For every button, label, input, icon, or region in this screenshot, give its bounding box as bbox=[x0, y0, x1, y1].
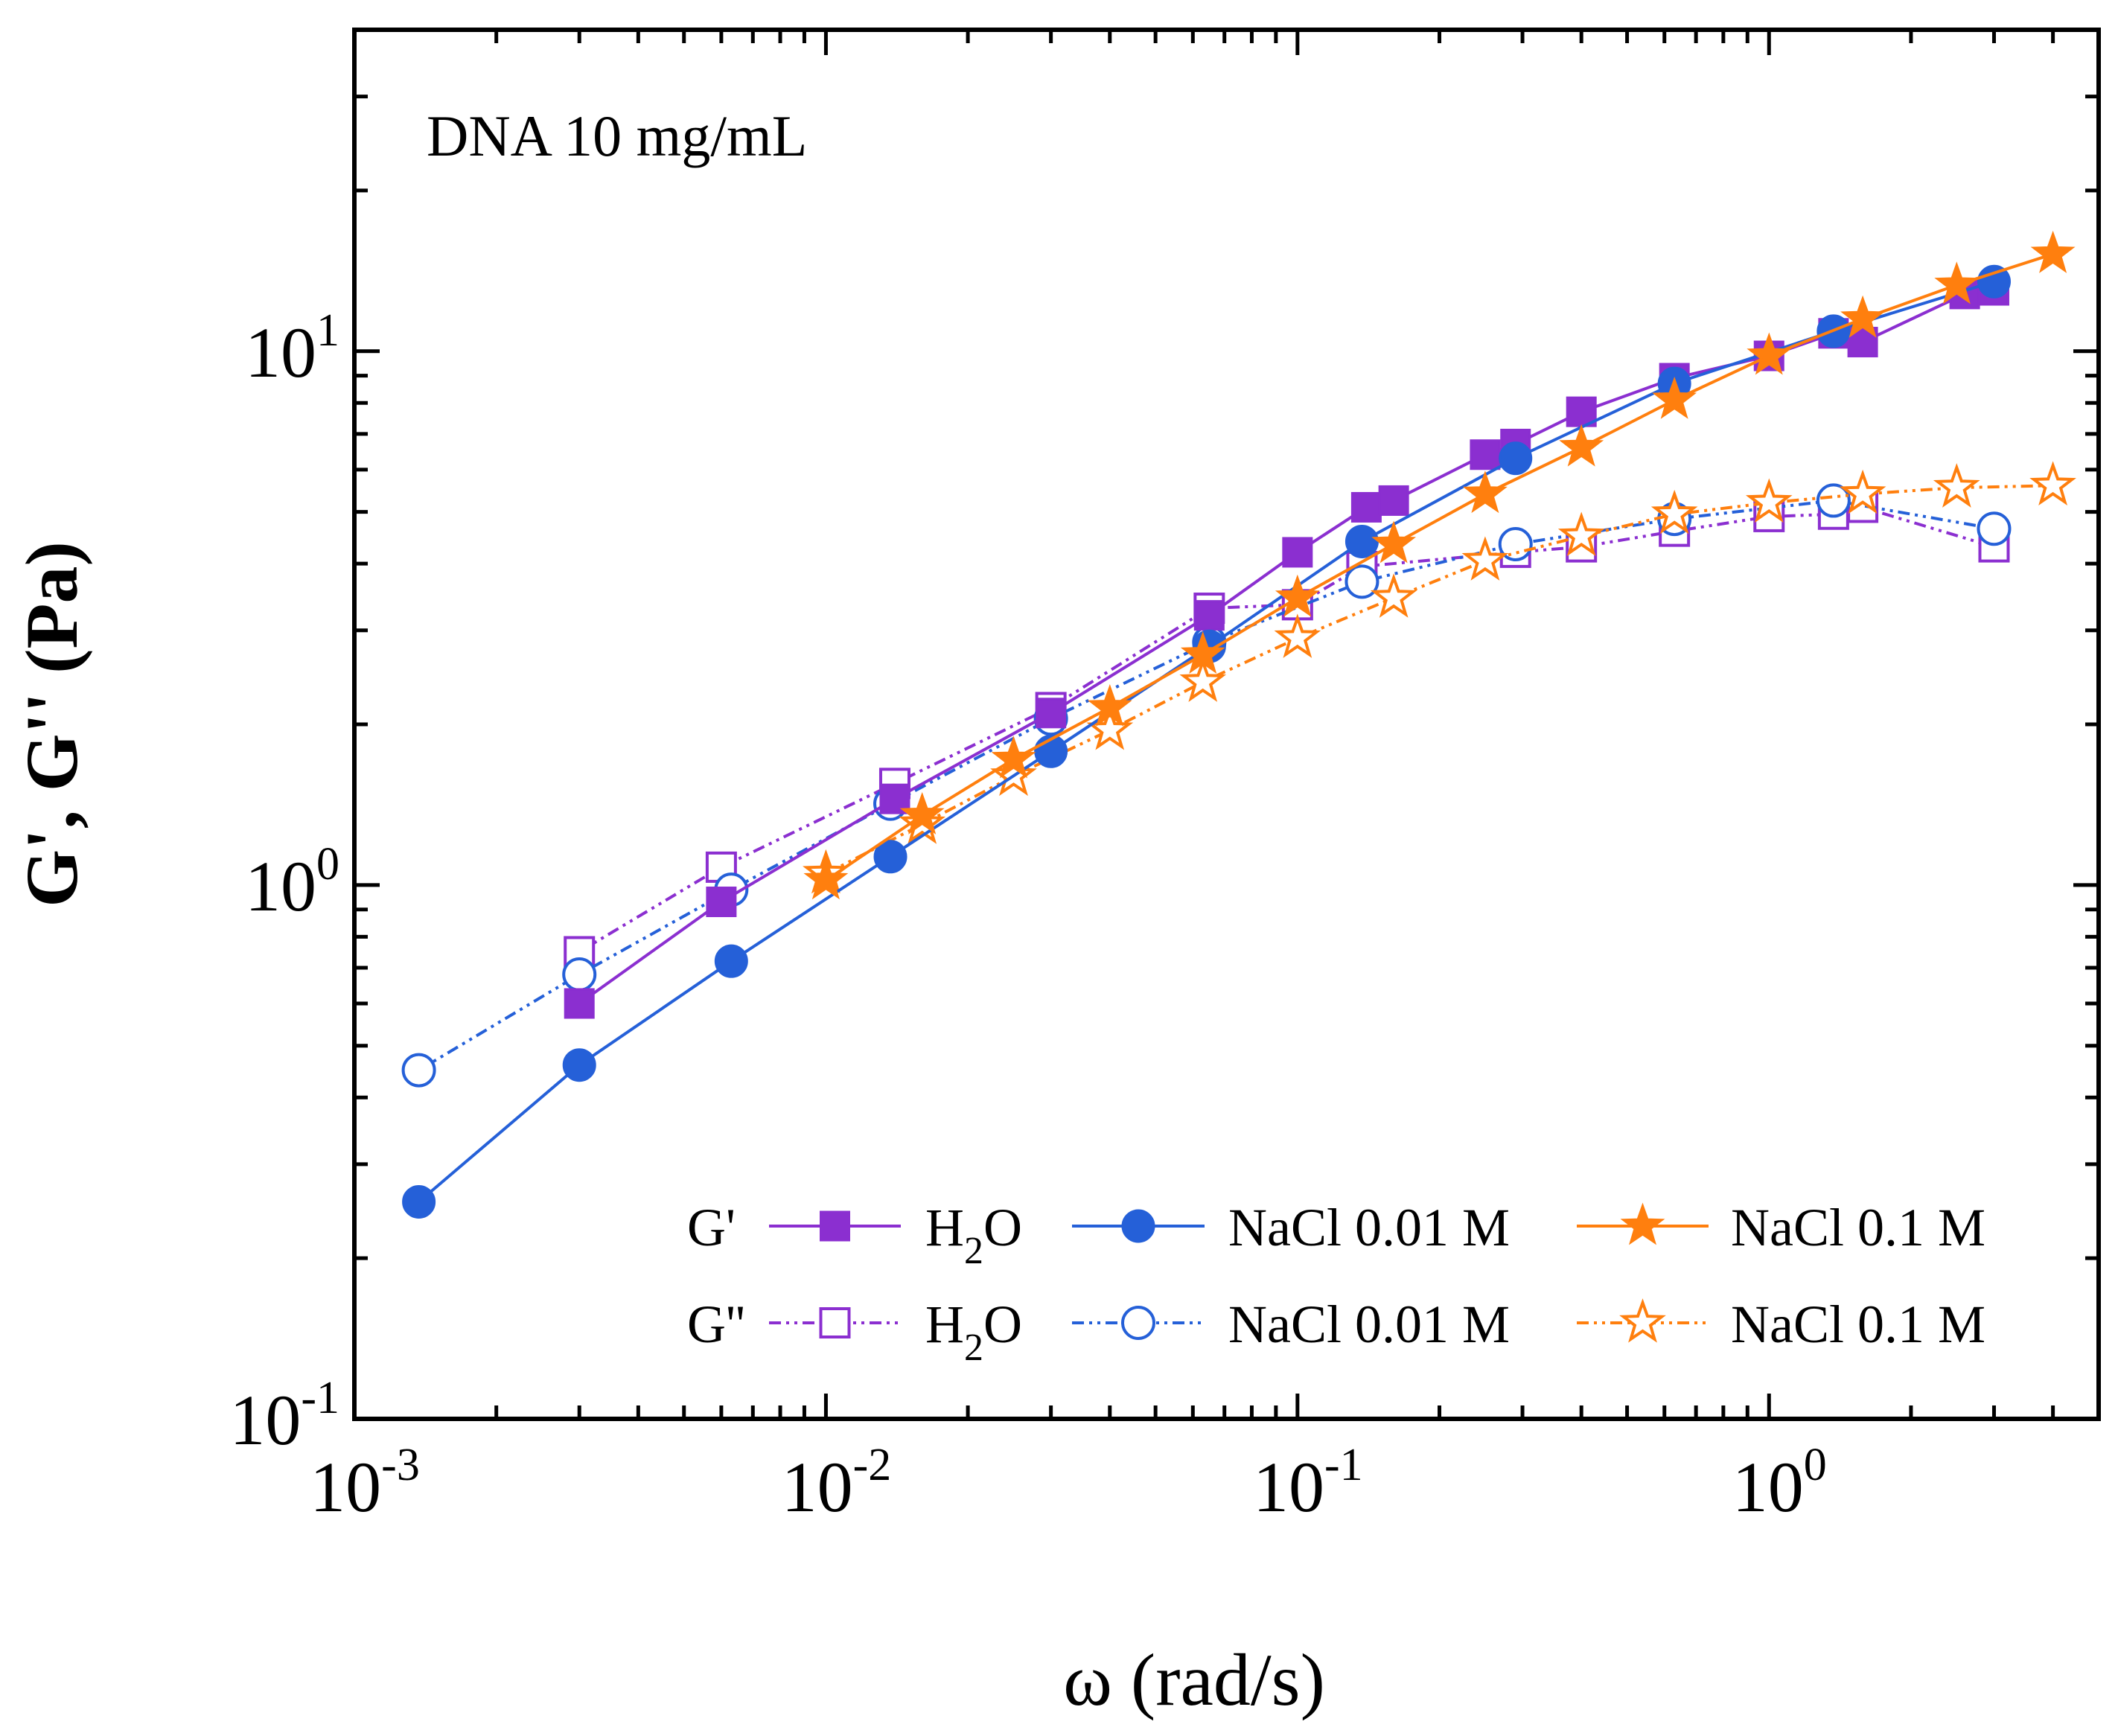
legend-entry: NaCl 0.01 M bbox=[1072, 1295, 1510, 1354]
x-tick-label: 100 bbox=[1732, 1440, 1827, 1527]
data-point bbox=[1933, 463, 1980, 508]
data-point bbox=[1840, 295, 1886, 338]
x-axis-label: ω (rad/s) bbox=[1063, 1638, 1325, 1721]
data-point bbox=[1087, 684, 1132, 727]
legend-marker bbox=[1121, 1209, 1155, 1243]
data-point bbox=[991, 735, 1036, 779]
legend-marker bbox=[1121, 1306, 1155, 1340]
data-point bbox=[1462, 470, 1508, 514]
legend-label: H2O bbox=[925, 1198, 1022, 1272]
data-point bbox=[1461, 536, 1509, 581]
x-tick-label: 10-1 bbox=[1253, 1440, 1363, 1527]
data-point bbox=[2029, 461, 2076, 506]
series-line bbox=[825, 484, 2053, 875]
data-point bbox=[803, 857, 849, 900]
series-storage-nacl-0-1-m bbox=[803, 230, 2076, 900]
series-storage-nacl-0-01-m bbox=[402, 264, 2011, 1219]
data-point bbox=[1498, 526, 1533, 561]
legend-label: H2O bbox=[925, 1295, 1022, 1369]
legend-marker bbox=[820, 1210, 850, 1242]
data-point bbox=[1977, 264, 2011, 299]
y-tick-labels: 10-1 100 101 bbox=[229, 305, 339, 1460]
legend-marker bbox=[1619, 1298, 1666, 1343]
legend-entry: H2O bbox=[769, 1295, 1022, 1369]
data-point bbox=[1350, 491, 1382, 523]
series-loss-nacl-0-1-m bbox=[803, 461, 2076, 894]
data-point bbox=[1180, 631, 1225, 674]
legend-marker bbox=[1620, 1202, 1665, 1245]
data-point bbox=[1557, 511, 1605, 557]
x-tick-label: 10-2 bbox=[782, 1440, 892, 1527]
annotation-label: DNA 10 mg/mL bbox=[427, 103, 807, 168]
data-point bbox=[899, 791, 945, 835]
data-point bbox=[1499, 441, 1533, 476]
data-point bbox=[2030, 230, 2076, 273]
data-point bbox=[564, 988, 595, 1019]
x-tick-label: 10-3 bbox=[310, 1440, 420, 1527]
series-line bbox=[418, 280, 1995, 1204]
data-point bbox=[1816, 483, 1851, 518]
data-point bbox=[562, 1048, 596, 1082]
data-point bbox=[1275, 574, 1320, 617]
data-point bbox=[1839, 469, 1886, 514]
data-point bbox=[1977, 511, 2012, 546]
data-point bbox=[1370, 573, 1417, 618]
data-point bbox=[1345, 564, 1379, 599]
data-point bbox=[1371, 520, 1417, 564]
legend-entry: NaCl 0.1 M bbox=[1577, 1295, 1985, 1354]
data-point bbox=[401, 1053, 436, 1088]
data-point bbox=[1470, 439, 1501, 470]
y-axis-label: G', G'' (Pa) bbox=[10, 541, 93, 907]
series-line bbox=[418, 499, 1994, 1072]
legend-label: NaCl 0.1 M bbox=[1731, 1295, 1985, 1354]
data-point bbox=[1652, 376, 1697, 419]
legend-entry: NaCl 0.01 M bbox=[1072, 1198, 1510, 1257]
data-series bbox=[401, 230, 2076, 1219]
legend-row-label: G' bbox=[687, 1198, 736, 1257]
legend-label: NaCl 0.1 M bbox=[1731, 1198, 1985, 1257]
data-point bbox=[714, 944, 748, 978]
data-point bbox=[402, 1184, 436, 1219]
data-point bbox=[1193, 600, 1225, 631]
series-line bbox=[825, 252, 2054, 882]
data-point bbox=[1378, 485, 1409, 516]
data-point bbox=[562, 957, 597, 992]
legend-label: NaCl 0.01 M bbox=[1228, 1295, 1510, 1354]
data-point bbox=[1345, 524, 1379, 558]
data-point bbox=[1086, 705, 1134, 750]
data-point bbox=[1036, 698, 1067, 729]
y-tick-label: 10-1 bbox=[229, 1373, 339, 1460]
y-tick-label: 101 bbox=[245, 305, 339, 392]
data-point bbox=[1559, 424, 1604, 467]
plot-frame bbox=[352, 28, 2101, 1421]
series-loss-nacl-0-01-m bbox=[401, 483, 2012, 1088]
data-point bbox=[1747, 332, 1792, 375]
data-point bbox=[1745, 478, 1793, 523]
data-point bbox=[706, 886, 737, 917]
legend: G' G'' H2O NaCl 0.01 M NaCl 0.1 M H2O NaCl 0.0… bbox=[687, 1198, 1985, 1369]
series-line bbox=[578, 505, 1995, 954]
y-tick-label: 100 bbox=[245, 839, 339, 926]
data-point bbox=[873, 840, 908, 874]
legend-label: NaCl 0.01 M bbox=[1228, 1198, 1510, 1257]
data-point bbox=[1282, 537, 1313, 568]
x-tick-labels: 10-3 10-2 10-1 100 bbox=[310, 1440, 1827, 1527]
legend-marker bbox=[819, 1307, 851, 1338]
data-point bbox=[1179, 657, 1227, 702]
data-point bbox=[1650, 489, 1698, 534]
data-point bbox=[1934, 261, 1980, 304]
legend-entry: H2O bbox=[769, 1198, 1022, 1272]
legend-row-label: G'' bbox=[687, 1295, 745, 1354]
legend-entry: NaCl 0.1 M bbox=[1577, 1198, 1985, 1257]
data-point bbox=[1274, 613, 1321, 658]
